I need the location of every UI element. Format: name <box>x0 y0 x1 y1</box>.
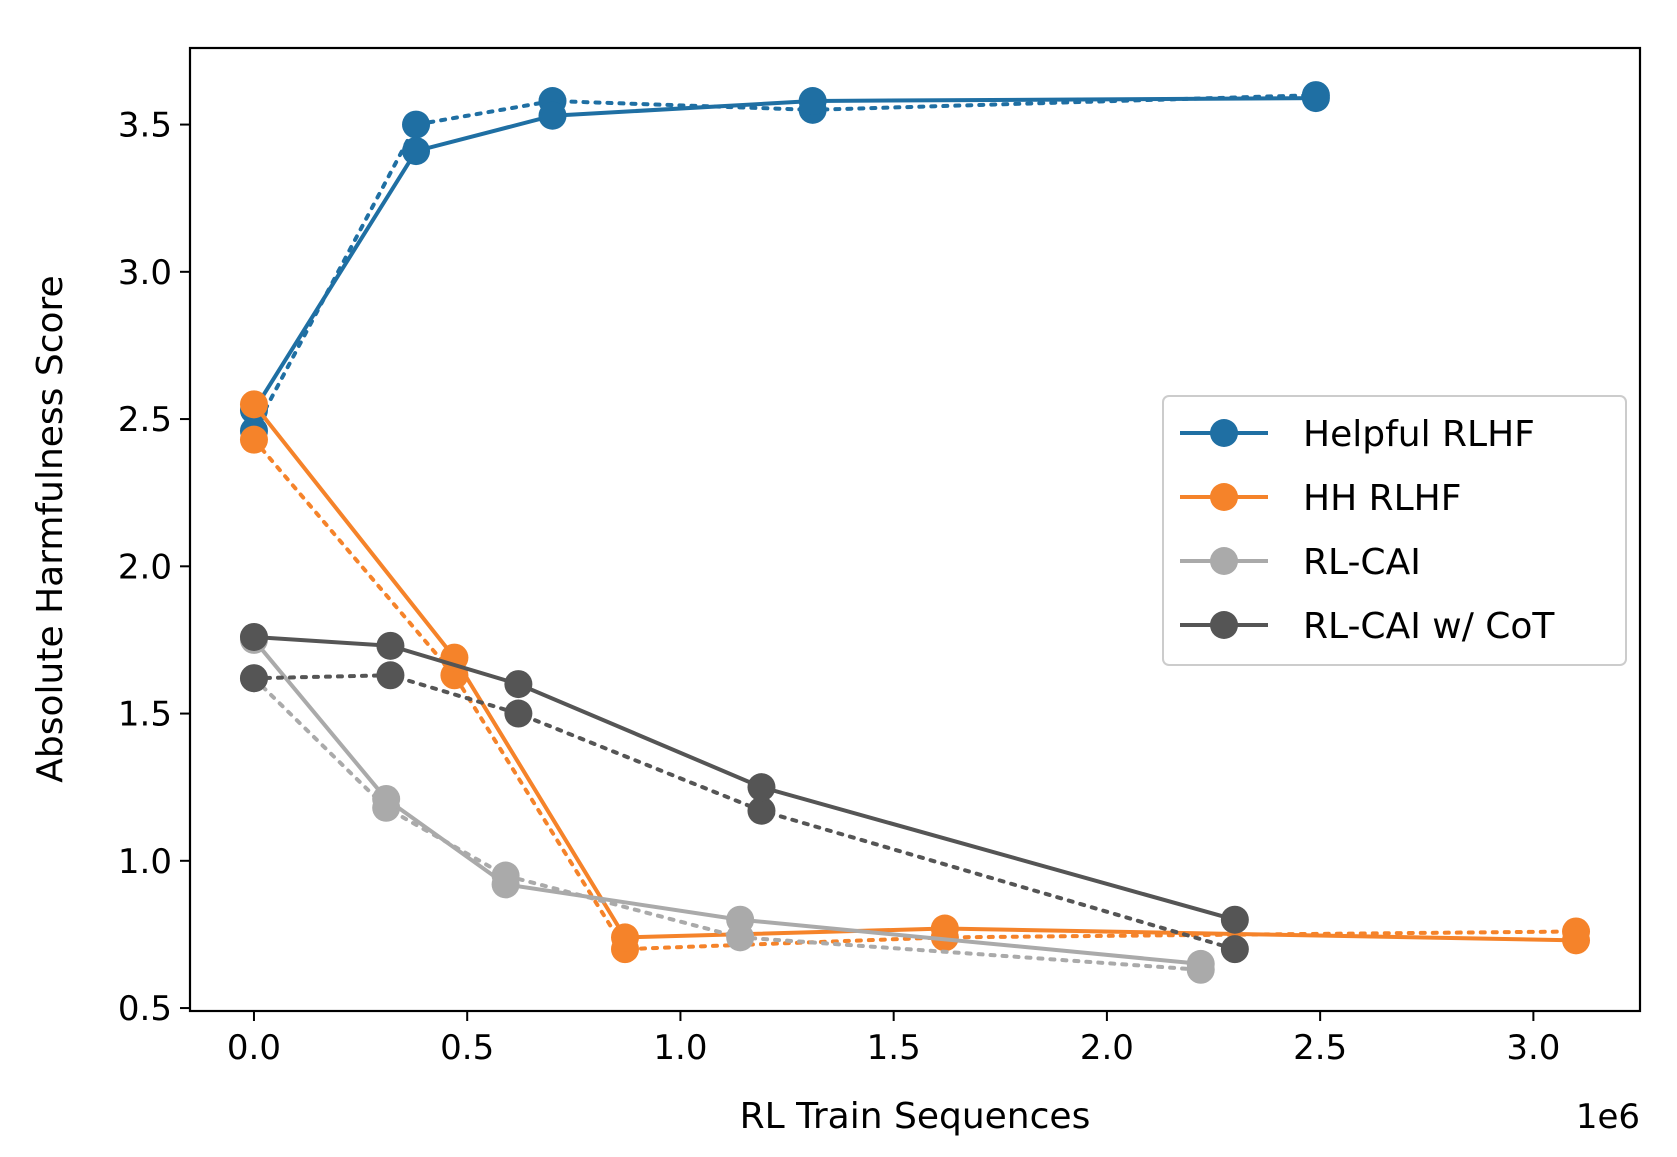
data-point <box>239 664 268 693</box>
x-tick-label: 1.5 <box>867 1028 921 1068</box>
legend-marker <box>1210 419 1238 447</box>
x-tick-label: 3.0 <box>1506 1028 1560 1068</box>
data-point <box>372 784 401 813</box>
legend-marker <box>1210 611 1238 639</box>
legend-label: RL-CAI w/ CoT <box>1303 606 1555 647</box>
data-point <box>538 101 567 130</box>
series-hh-rlhf <box>239 390 1591 964</box>
legend-label: Helpful RLHF <box>1303 414 1535 455</box>
y-tick-label: 1.0 <box>118 842 172 882</box>
x-tick-label: 2.5 <box>1293 1028 1347 1068</box>
data-point <box>930 914 959 943</box>
legend-item: RL-CAI w/ CoT <box>1180 606 1555 647</box>
y-axis-title: Absolute Harmfulness Score <box>30 275 71 782</box>
legend: Helpful RLHF HH RLHF RL-CAI RL-CAI w/ CoT <box>1162 395 1627 666</box>
data-point <box>1301 84 1330 113</box>
series-line-dotted <box>251 437 1579 952</box>
legend-frame <box>1162 395 1627 666</box>
x-tick-label: 1.0 <box>653 1028 707 1068</box>
legend-marker <box>1210 483 1238 511</box>
series-rl-cai-w-cot <box>239 622 1249 964</box>
y-axis: 0.5 1.0 1.5 2.0 2.5 3.0 3.5 <box>118 106 190 1029</box>
y-tick-label: 3.5 <box>118 106 172 146</box>
data-point <box>491 870 520 899</box>
data-point <box>376 631 405 660</box>
legend-item: Helpful RLHF <box>1180 414 1535 455</box>
data-point <box>376 661 405 690</box>
y-tick-label: 3.0 <box>118 253 172 293</box>
data-point <box>726 905 755 934</box>
data-point <box>1186 949 1215 978</box>
data-point <box>239 622 268 651</box>
data-point <box>239 390 268 419</box>
data-point <box>1220 935 1249 964</box>
x-axis-title: RL Train Sequences <box>740 1096 1091 1137</box>
y-tick-label: 2.5 <box>118 400 172 440</box>
data-point <box>239 425 268 454</box>
series-line-dotted <box>251 673 1237 952</box>
data-point <box>504 699 533 728</box>
data-point <box>402 110 431 139</box>
plot-frame <box>188 46 1642 1013</box>
data-point <box>747 796 776 825</box>
legend-marker <box>1210 547 1238 575</box>
series-layer <box>239 81 1591 984</box>
y-tick-label: 0.5 <box>118 989 172 1029</box>
x-axis: 0.0 0.5 1.0 1.5 2.0 2.5 3.0 <box>227 1011 1560 1068</box>
y-tick-label: 2.0 <box>118 547 172 587</box>
data-point <box>402 137 431 166</box>
y-tick-label: 1.5 <box>118 695 172 735</box>
legend-item: RL-CAI <box>1180 542 1421 583</box>
data-point <box>611 923 639 952</box>
data-point <box>1220 905 1249 934</box>
x-axis-multiplier: 1e6 <box>1576 1097 1640 1137</box>
data-point <box>747 773 776 802</box>
x-tick-label: 2.0 <box>1080 1028 1134 1068</box>
x-tick-label: 0.0 <box>227 1028 281 1068</box>
x-tick-label: 0.5 <box>440 1028 494 1068</box>
data-point <box>1562 926 1591 955</box>
legend-label: HH RLHF <box>1303 478 1461 519</box>
legend-item: HH RLHF <box>1180 478 1461 519</box>
legend-label: RL-CAI <box>1303 542 1421 583</box>
data-point <box>798 87 827 116</box>
data-point <box>504 670 533 699</box>
